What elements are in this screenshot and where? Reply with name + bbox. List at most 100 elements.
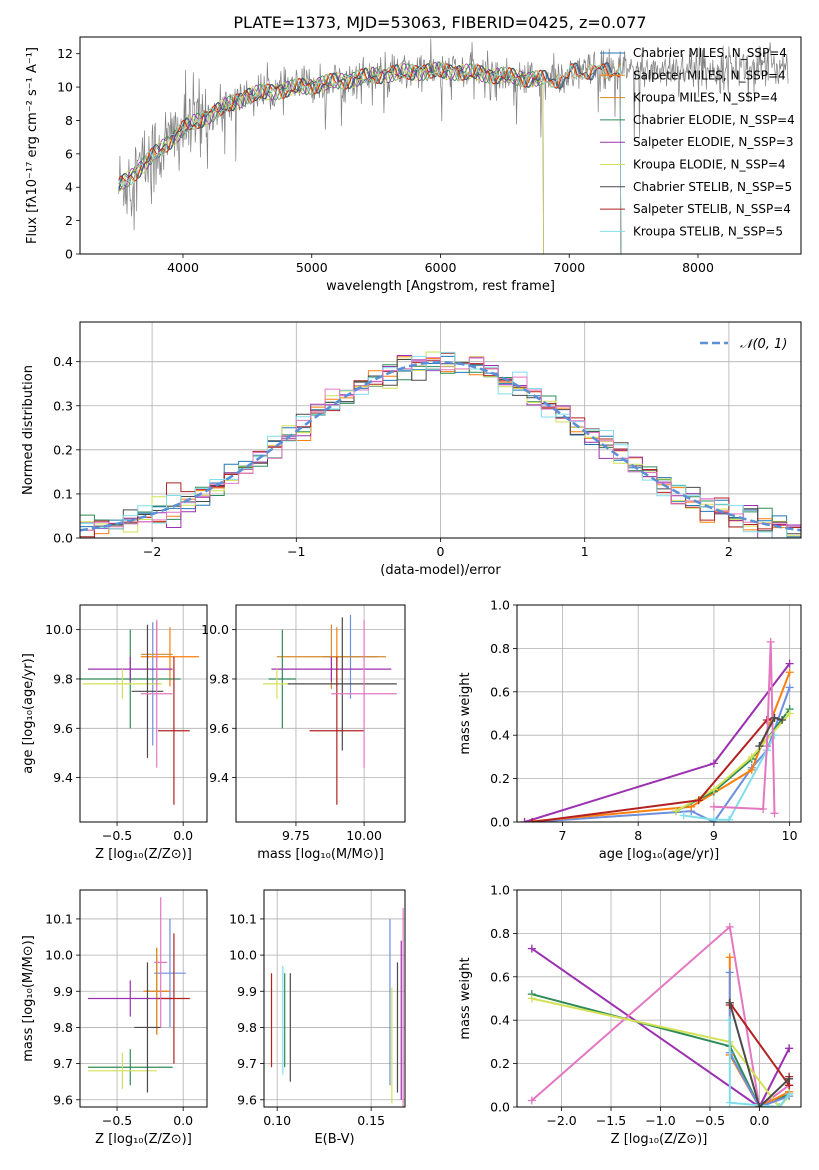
weight-vs-z-plot-area	[517, 890, 801, 1107]
mass-weight-line	[524, 662, 791, 822]
y-tick-label: 0.4	[490, 1013, 510, 1028]
mass-weight-point	[785, 659, 794, 668]
mass-weight-line	[728, 1002, 790, 1107]
x-tick-label: −0.5	[695, 1113, 725, 1128]
x-tick-label: −2.0	[546, 1113, 576, 1128]
mass-weight-point	[725, 1016, 734, 1025]
y-tick-label: 10.1	[229, 911, 257, 926]
model-spectrum-line	[118, 62, 622, 254]
mass-weight-point	[725, 953, 734, 962]
x-axis-label: (data-model)/error	[380, 563, 501, 578]
mass-vs-z-plot-area	[80, 890, 207, 1107]
mass-weight-line	[728, 972, 790, 1107]
y-tick-label: 0.8	[490, 926, 510, 941]
mass-weight-point	[672, 807, 681, 816]
axes-frame	[516, 604, 802, 823]
y-tick-label: 10.1	[45, 911, 73, 926]
observed-spectrum-line	[118, 38, 789, 231]
mass-weight-point	[747, 752, 756, 761]
y-tick-label: 9.4	[53, 770, 73, 785]
axes-frame	[263, 889, 406, 1108]
y-tick-label: 0.0	[490, 1100, 510, 1115]
y-tick-label: 10.0	[229, 948, 257, 963]
y-tick-label: 9.6	[53, 721, 73, 736]
y-axis-label: age [log₁₀(age/yr)]	[21, 653, 36, 774]
model-spectrum-line	[118, 62, 544, 254]
mass-weight-point	[785, 1089, 794, 1098]
x-tick-label: 0.0	[749, 1113, 769, 1128]
axes-frame	[79, 321, 802, 539]
x-tick-label: 0.15	[357, 1113, 385, 1128]
axes-frame	[79, 36, 802, 255]
mass-weight-point	[709, 815, 718, 822]
y-tick-label: 8	[65, 113, 73, 128]
mass-weight-point	[759, 804, 768, 813]
mass-weight-point	[725, 1098, 734, 1107]
age-vs-mass-panel: 9.75 10.00 9.4 9.6 9.8 10.0 mass [log₁₀(M/M⊙)]	[201, 604, 406, 862]
y-axis-label: mass weight	[458, 672, 473, 754]
x-tick-label: −1.0	[645, 1113, 675, 1128]
x-tick-label: −1	[287, 544, 305, 559]
y-tick-label: 9.6	[209, 721, 229, 736]
y-tick-label: 12	[57, 46, 73, 61]
mass-weight-line	[728, 1020, 790, 1107]
residuals-plot-area	[80, 322, 801, 538]
mass-vs-ebv-plot-area	[264, 890, 405, 1107]
mass-weight-point	[709, 802, 718, 811]
weight-vs-age-plot-area	[517, 605, 801, 822]
x-tick-label: 4000	[167, 260, 199, 275]
mass-weight-point	[527, 944, 536, 953]
x-tick-label: 0.10	[263, 1113, 291, 1128]
y-tick-label: 0.1	[53, 486, 73, 501]
weight-vs-age-panel: 7 8 9 10 0.0 0.2 0.4 0.6 0.8 1.0 age [log₁₀(age/yr…	[458, 598, 802, 862]
x-tick-label: 0	[437, 544, 445, 559]
y-tick-label: 9.8	[53, 1020, 73, 1035]
y-tick-label: 9.7	[53, 1056, 73, 1071]
x-tick-label: 6000	[425, 260, 457, 275]
mass-weight-point	[725, 922, 734, 931]
figure-title: PLATE=1373, MJD=53063, FIBERID=0425, z=0…	[233, 13, 646, 32]
legend-entry: Chabrier STELIB, N_SSP=5	[633, 180, 792, 194]
y-tick-label: 10.0	[45, 948, 73, 963]
mass-weight-point	[527, 994, 536, 1003]
y-tick-label: 1.0	[490, 598, 510, 613]
x-tick-label: 0.0	[173, 828, 193, 843]
x-tick-label: −0.5	[102, 828, 132, 843]
mass-weight-point	[527, 1096, 536, 1105]
y-tick-label: 0.3	[53, 398, 73, 413]
y-tick-label: 2	[65, 213, 73, 228]
x-tick-label: 8	[634, 828, 642, 843]
x-tick-label: 7	[558, 828, 566, 843]
mass-weight-point	[770, 713, 779, 722]
y-tick-label: 0.6	[490, 684, 510, 699]
x-tick-label: 10.00	[346, 828, 382, 843]
legend-entry: Salpeter MILES, N_SSP=4	[633, 68, 786, 82]
age-vs-z-panel: −0.5 0.0 9.4 9.6 9.8 10.0 Z [log₁₀(Z/Z⊙)] age […	[21, 604, 208, 862]
weight-vs-z-panel: −2.0 −1.5 −1.0 −0.5 0.0 0.0 0.2 0.4 0.6 0.8 1.0 Z […	[458, 883, 802, 1147]
x-tick-label: 5000	[296, 260, 328, 275]
mass-weight-point	[775, 1103, 784, 1107]
y-tick-label: 9.6	[53, 1092, 73, 1107]
age-vs-mass-plot-area	[236, 605, 405, 822]
model-spectrum-line	[118, 61, 544, 254]
y-tick-label: 0.2	[53, 442, 73, 457]
y-tick-label: 1.0	[490, 883, 510, 898]
y-tick-label: 9.9	[237, 984, 257, 999]
y-tick-label: 10.0	[45, 622, 73, 637]
mass-weight-line	[531, 947, 790, 1107]
x-axis-label: E(B-V)	[314, 1132, 354, 1147]
model-spectrum-line	[118, 61, 544, 254]
legend-entry: 𝒩(0, 1)	[740, 337, 787, 352]
y-tick-label: 9.9	[53, 984, 73, 999]
residual-histogram-line	[80, 356, 801, 531]
x-tick-label: 0.0	[173, 1113, 193, 1128]
mass-weight-line	[532, 687, 791, 822]
x-axis-label: mass [log₁₀(M/M⊙)]	[257, 847, 384, 862]
x-axis-label: Z [log₁₀(Z/Z⊙)]	[95, 847, 192, 862]
mass-weight-point	[785, 1044, 794, 1053]
legend-entry: Salpeter ELODIE, N_SSP=3	[633, 135, 794, 149]
x-tick-label: −2	[143, 544, 161, 559]
mass-weight-point	[785, 1074, 794, 1083]
y-tick-label: 9.8	[53, 671, 73, 686]
mass-weight-point	[747, 765, 756, 774]
